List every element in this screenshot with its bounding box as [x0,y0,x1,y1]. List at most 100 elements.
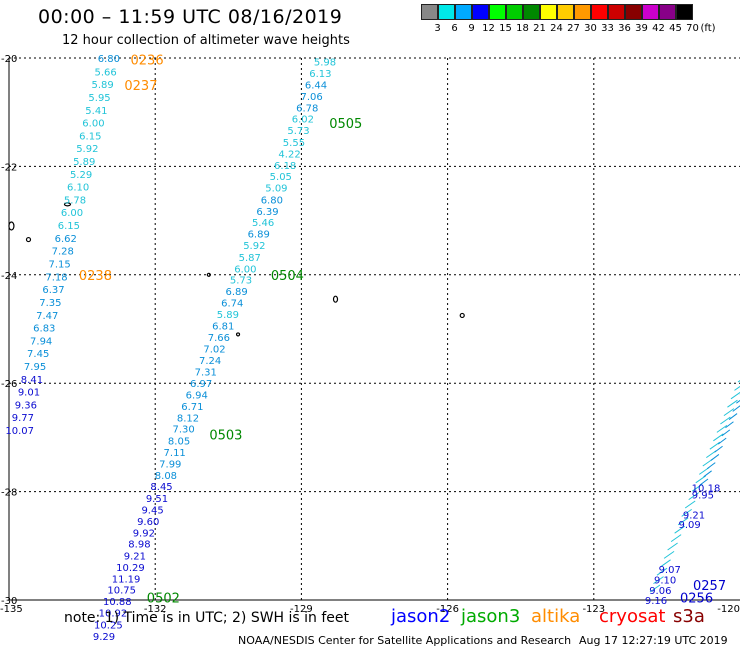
wave-height-value: 6.89 [225,287,247,298]
wave-height-value: 9.06 [649,586,671,597]
wave-height-value: 5.89 [217,310,239,321]
legend-unit: (ft) [700,23,716,34]
pass-time-label: 0238 [79,269,112,284]
longitude-label: -120 [717,604,740,615]
legend-label: 18 [516,23,529,34]
legend-label: 21 [533,23,546,34]
wave-height-value: 9.01 [18,387,40,398]
track-tick [734,385,740,391]
wave-height-value: 7.66 [208,333,230,344]
wave-height-value: 10.29 [116,563,145,574]
wave-height-value: 10.75 [107,586,136,597]
track-tick [674,525,685,534]
wave-height-value: 6.18 [274,161,296,172]
wave-height-value: 6.78 [296,103,318,114]
legend-label: 9 [468,23,475,34]
wave-height-value: 5.98 [314,57,336,68]
track-tick [699,478,709,486]
legend-label: 70 [686,23,699,34]
wave-height-value: 7.31 [195,367,217,378]
satellite-name: cryosat [599,606,666,627]
wave-height-value: 6.00 [234,264,256,275]
legend-label: 6 [451,23,458,34]
wave-height-value: 11.19 [112,574,141,585]
legend-label: 33 [601,23,614,34]
legend-swatch [625,4,642,20]
wave-height-value: 6.15 [79,132,101,143]
satellite-name: jason2 [391,606,451,627]
pass-time-label: 0257 [693,579,726,594]
wave-height-value: 6.10 [67,182,89,193]
wave-height-value: 9.45 [141,505,163,516]
wave-height-value: 6.00 [82,118,104,129]
legend-swatch [472,4,489,20]
wave-height-value: 6.15 [58,221,80,232]
wave-height-value: 5.92 [76,144,98,155]
legend-swatch [438,4,455,20]
wave-height-value: 6.97 [190,379,212,390]
legend-swatch [540,4,557,20]
wave-height-value: 8.08 [155,471,177,482]
wave-height-value: 9.07 [659,565,681,576]
wave-height-legend: 3 6 9 12 15 18 21 24 27 30 33 36 39 42 45 70 (ft) [421,4,730,38]
track-tick [703,470,712,478]
island-outline [459,312,465,319]
legend-label: 27 [567,23,580,34]
legend-swatch [676,4,693,20]
wave-height-value: 6.81 [212,322,234,333]
legend-label: 24 [550,23,563,34]
wave-height-value: 6.02 [292,115,314,126]
pass-time-label: 0505 [329,117,362,132]
track-tick [725,421,734,429]
legend-swatch [489,4,506,20]
wave-height-value: 7.35 [39,298,61,309]
wave-height-value: 10.18 [692,483,721,494]
wave-height-value: 7.99 [159,459,181,470]
wave-height-value: 5.92 [243,241,265,252]
track-tick [730,391,740,400]
wave-height-value: 6.83 [33,323,55,334]
wave-height-value: 6.39 [256,207,278,218]
wave-height-value: 5.78 [64,195,86,206]
track-tick [736,399,740,404]
wave-height-value: 7.24 [199,356,221,367]
wave-height-value: 9.21 [683,510,705,521]
wave-height-value: 5.09 [265,184,287,195]
wave-height-value: 10.25 [94,620,123,631]
latitude-label: -24 [1,271,17,282]
longitude-label: -129 [290,604,313,615]
wave-height-value: 7.15 [48,259,70,270]
longitude-label: -123 [582,604,605,615]
wave-height-value: 6.94 [186,391,208,402]
satellite-name: s3a [673,606,705,627]
wave-height-value: 9.29 [93,632,115,643]
wave-height-value: 5.87 [239,253,261,264]
wave-height-value: 9.16 [645,596,667,607]
island-outline [206,272,211,277]
wave-height-value: 5.55 [283,138,305,149]
wave-height-value: 7.18 [45,272,67,283]
wave-height-value: 4.22 [278,149,300,160]
latitude-label: -28 [1,488,17,499]
wave-height-value: 6.80 [98,54,120,65]
wave-height-value: 5.41 [85,106,107,117]
island-outline [332,295,339,303]
legend-label: 3 [434,23,441,34]
track-tick [649,584,661,593]
pass-time-label: 0236 [131,54,164,69]
wave-height-value: 7.28 [52,246,74,257]
island-outline [8,221,15,231]
wave-height-value: 6.37 [42,285,64,296]
pass-time-label: 0502 [147,591,180,606]
legend-label: 45 [669,23,682,34]
wave-height-value: 9.92 [133,528,155,539]
wave-height-value: 9.77 [12,413,34,424]
wave-height-value: 5.46 [252,218,274,229]
track-tick [670,534,682,543]
wave-height-value: 6.74 [221,298,243,309]
wave-height-value: 5.66 [95,68,117,79]
track-tick [721,429,731,437]
legend-swatch [455,4,472,20]
wave-height-value: 5.89 [73,157,95,168]
